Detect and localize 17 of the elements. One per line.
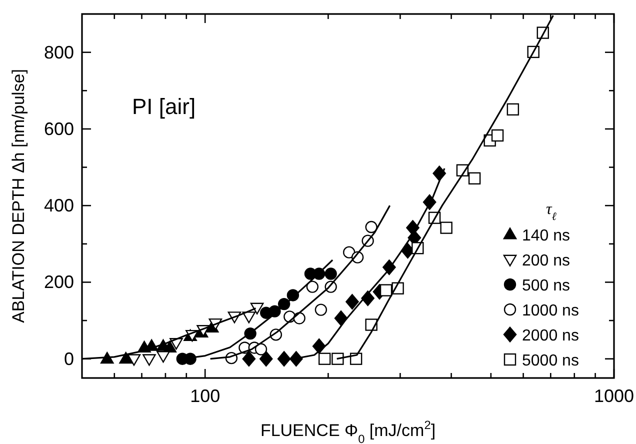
legend-label: 5000 ns (522, 352, 579, 370)
y-tick-label: 200 (44, 272, 74, 292)
x-axis-title: FLUENCE Φ$_{0}$ [mJ/cm$^{2}$] (260, 418, 436, 444)
legend-label: 2000 ns (522, 328, 579, 344)
annotation: PI [air] (132, 94, 196, 119)
legend-label: 1000 ns (522, 302, 579, 320)
y-tick-label: 0 (64, 348, 74, 369)
legend-label: 140 ns (522, 228, 570, 244)
y-tick-label: 600 (44, 118, 74, 139)
x-tick-label: 100 (190, 386, 220, 406)
x-tick-label: 1000 (594, 386, 634, 406)
y-tick-label: 800 (44, 42, 74, 62)
legend-label: 200 ns (522, 252, 570, 270)
y-axis-title: ABLATION DEPTH Δh [nm/pulse] (9, 69, 28, 323)
legend-title: τ$_{ℓ}$ (546, 201, 557, 223)
legend-label: 500 ns (522, 278, 570, 294)
y-tick-label: 400 (44, 196, 74, 216)
